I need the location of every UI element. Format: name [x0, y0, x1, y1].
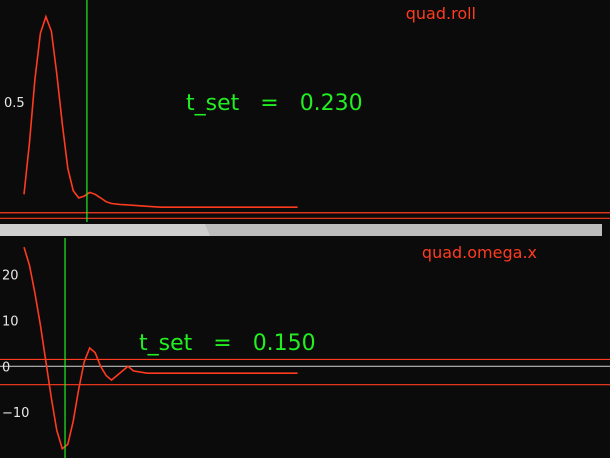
plot-divider[interactable]: [0, 224, 610, 236]
divider-gap: [602, 224, 610, 236]
y-tick-label: 10: [2, 315, 19, 330]
settle-time-annotation-omega-x: t_set = 0.150: [139, 331, 316, 356]
plot-omega-x: 20 10 0 −10 quad.omega.x t_set = 0.150: [0, 238, 610, 458]
series-title-omega-x: quad.omega.x: [422, 243, 537, 262]
annotation-name: t_set: [139, 331, 193, 356]
annotation-name: t_set: [186, 91, 240, 116]
plot-roll: 0.5 quad.roll t_set = 0.230: [0, 0, 610, 222]
annotation-value: 0.150: [253, 331, 316, 356]
y-tick-label: 20: [2, 269, 19, 284]
divider-tab[interactable]: [0, 224, 210, 236]
series-line-roll: [24, 17, 298, 208]
series-title-roll: quad.roll: [406, 4, 476, 23]
annotation-eq: =: [260, 91, 278, 116]
settle-time-annotation-roll: t_set = 0.230: [186, 91, 363, 116]
y-tick-label: −10: [2, 406, 29, 421]
y-tick-label: 0: [2, 360, 10, 375]
annotation-eq: =: [213, 331, 231, 356]
y-tick-label: 0.5: [4, 96, 25, 111]
annotation-value: 0.230: [300, 91, 363, 116]
